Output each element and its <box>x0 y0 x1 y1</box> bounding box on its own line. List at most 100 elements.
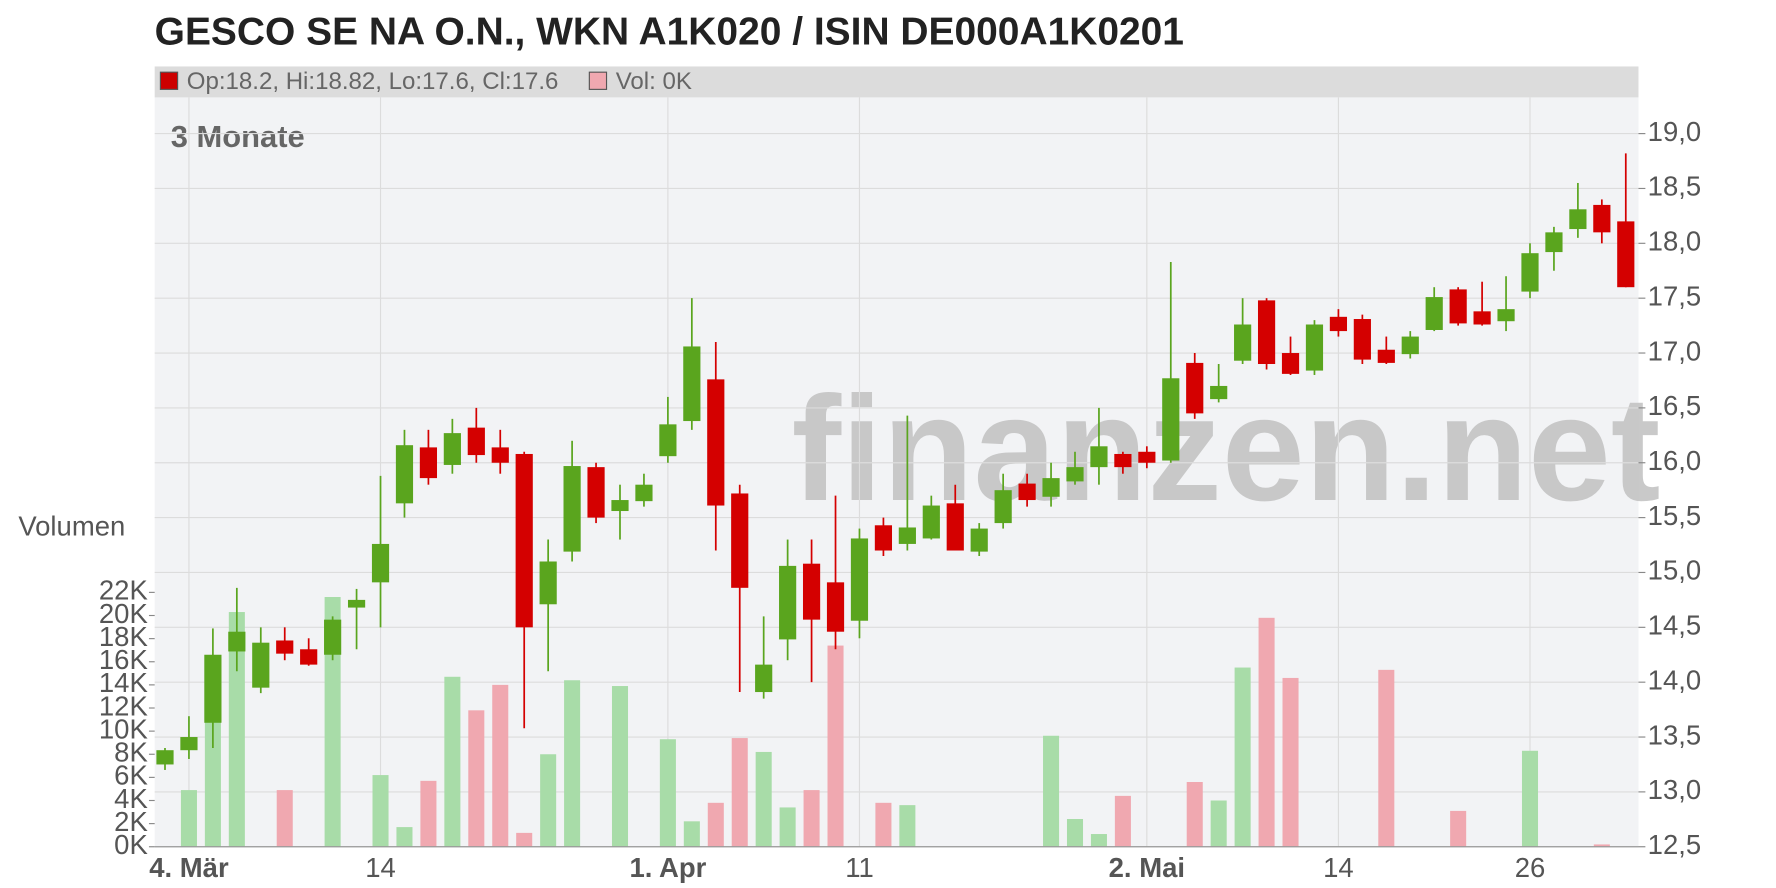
volume-bar <box>875 802 892 847</box>
x-tick-label: 14 <box>365 852 396 883</box>
x-tick-label: 11 <box>845 852 874 883</box>
candle-body <box>635 484 653 502</box>
volume-tick-label: 10K <box>99 713 149 744</box>
chart-title: GESCO SE NA O.N., WKN A1K020 / ISIN DE00… <box>155 11 1184 54</box>
y-tick-label: 17,5 <box>1648 280 1702 311</box>
volume-bar <box>1258 617 1275 847</box>
legend-swatch <box>159 71 179 90</box>
volume-tick-label: 14K <box>99 667 149 698</box>
y-tick-label: 16,5 <box>1648 390 1702 421</box>
candle-body <box>563 466 581 552</box>
candle-body <box>611 500 629 512</box>
candle-body <box>755 664 773 693</box>
candle-body <box>683 346 701 422</box>
volume-bar <box>1282 677 1299 847</box>
period-label: 3 Monate <box>171 119 305 154</box>
y-tick-label: 14,5 <box>1648 610 1702 641</box>
candle-body <box>539 561 557 605</box>
candle-body <box>874 525 893 551</box>
y-tick-label: 19,0 <box>1648 116 1702 147</box>
volume-bar <box>180 790 197 847</box>
volume-bar <box>1378 669 1395 847</box>
volume-tick-label: 18K <box>99 621 149 652</box>
volume-bar <box>731 738 748 847</box>
candle-body <box>204 654 222 723</box>
volume-bar <box>276 790 293 847</box>
volume-bar <box>1066 819 1084 847</box>
candle-body <box>1593 204 1611 233</box>
x-tick-label: 14 <box>1323 852 1354 883</box>
candle-body <box>1545 232 1563 253</box>
candle-body <box>467 427 485 456</box>
candle-body <box>826 582 845 632</box>
candle-body <box>228 631 246 652</box>
candle-body <box>1281 353 1300 374</box>
grid <box>154 97 1639 848</box>
candle-body <box>946 503 964 551</box>
candle-body <box>156 750 174 765</box>
candle-body <box>1257 300 1276 365</box>
volume-tick-label: 16K <box>99 644 149 675</box>
volume-bar <box>899 805 916 847</box>
volume-tick-label: 8K <box>114 737 148 768</box>
candle-body <box>1162 378 1180 461</box>
volume-tick-label: 12K <box>99 690 149 721</box>
candle-body <box>659 424 677 457</box>
volume-tick-label: 2K <box>114 806 148 837</box>
volume-bar <box>803 790 820 847</box>
candle-body <box>1114 453 1132 468</box>
volume-bar <box>396 827 413 847</box>
candle-body <box>731 493 749 588</box>
volume-bar <box>372 775 389 847</box>
candle-body <box>491 447 509 463</box>
volume-tick-label: 4K <box>114 783 148 814</box>
y-tick-label: 15,5 <box>1648 500 1702 531</box>
candle-body <box>1377 349 1395 363</box>
volume-bar <box>1043 735 1060 847</box>
candle-body <box>1138 451 1156 463</box>
candle-body <box>515 453 533 628</box>
volume-bar <box>492 684 509 847</box>
candle-body <box>300 649 318 665</box>
volume-bar <box>659 739 676 847</box>
volume-tick-label: 0K <box>114 829 148 860</box>
volume-bar <box>420 780 437 847</box>
volume-bar <box>707 802 724 847</box>
volume-bar <box>444 676 461 847</box>
candle-body <box>1617 221 1635 288</box>
candle-body <box>252 642 270 688</box>
candle-body <box>1186 362 1204 414</box>
candle-body <box>994 490 1012 524</box>
x-tick-label: 26 <box>1515 852 1546 883</box>
volume-bar <box>564 680 581 847</box>
volume-label: Volumen <box>18 510 125 541</box>
y-tick-label: 16,0 <box>1648 445 1702 476</box>
candle-body <box>443 433 461 465</box>
candle-body <box>1473 311 1491 325</box>
candle-body <box>1234 324 1252 361</box>
volume-bar <box>1186 782 1203 847</box>
candle-body <box>1305 324 1324 371</box>
volume-bar <box>540 754 557 847</box>
candle-body <box>1425 297 1443 330</box>
candle-body <box>1066 467 1084 482</box>
volume-bar <box>827 645 844 847</box>
candle-body <box>898 527 916 544</box>
candle-body <box>922 505 940 539</box>
volume-tick-label: 6K <box>114 760 148 791</box>
y-tick-label: 15,0 <box>1648 555 1702 586</box>
candle-body <box>1018 483 1036 501</box>
candle-body <box>587 467 605 518</box>
candle-body <box>1329 316 1348 332</box>
y-tick-label: 12,5 <box>1648 829 1702 860</box>
x-tick-label: 4. Mär <box>149 852 229 883</box>
candle-body <box>276 640 294 654</box>
candle-body <box>180 737 198 751</box>
volume-bar <box>755 751 772 847</box>
candle-body <box>419 447 438 479</box>
y-tick-label: 17,0 <box>1648 335 1702 366</box>
y-tick-label: 13,0 <box>1648 774 1702 805</box>
legend-text: Vol: 0K <box>616 68 692 95</box>
volume-bar <box>468 710 485 847</box>
candle-body <box>1353 319 1371 360</box>
